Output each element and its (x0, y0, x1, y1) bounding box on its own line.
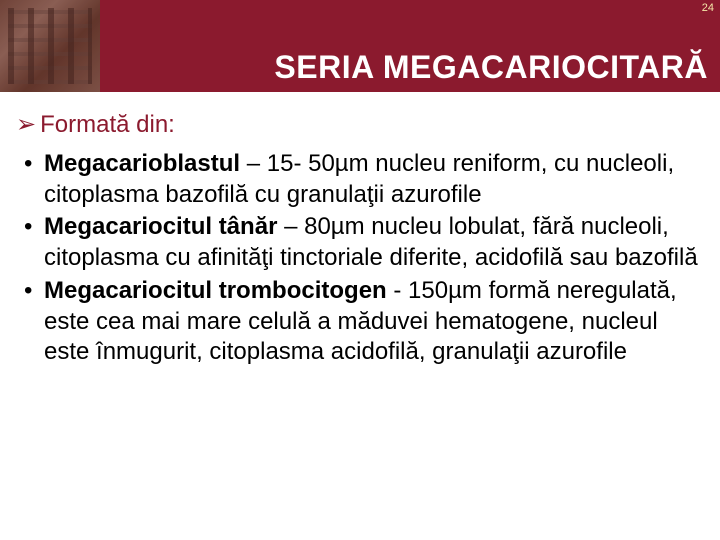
building-image (0, 0, 100, 92)
list-item: Megacariocitul trombocitogen - 150µm for… (44, 276, 706, 368)
slide-header: 24 SERIA MEGACARIOCITARĂ (0, 0, 720, 92)
list-item: Megacarioblastul – 15- 50µm nucleu renif… (44, 149, 706, 210)
term: Megacariocitul tânăr (44, 213, 277, 240)
sep: – (277, 213, 304, 240)
slide-content: ➢Formată din: Megacarioblastul – 15- 50µ… (0, 92, 720, 368)
list-item: Megacariocitul tânăr – 80µm nucleu lobul… (44, 212, 706, 273)
slide-title: SERIA MEGACARIOCITARĂ (274, 49, 708, 86)
sep: – (240, 150, 267, 177)
intro-line: ➢Formată din: (16, 110, 706, 139)
bullet-list: Megacarioblastul – 15- 50µm nucleu renif… (14, 149, 706, 368)
term: Megacariocitul trombocitogen (44, 277, 387, 304)
term: Megacarioblastul (44, 150, 240, 177)
intro-text: Formată din: (40, 111, 175, 138)
page-number: 24 (702, 2, 714, 14)
arrow-icon: ➢ (16, 110, 36, 139)
sep: - (387, 277, 408, 304)
